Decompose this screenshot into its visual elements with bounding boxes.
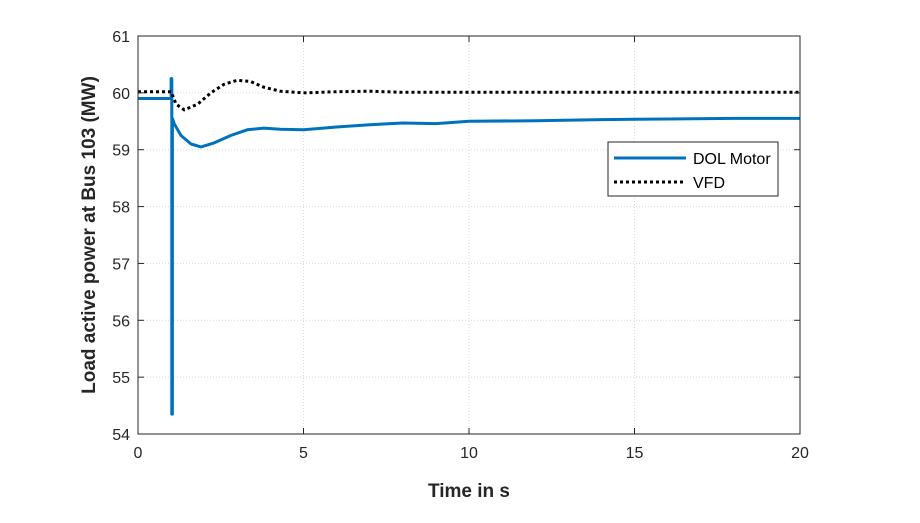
series-group	[138, 77, 800, 416]
x-tick-label: 10	[460, 445, 478, 462]
legend-box	[607, 141, 779, 197]
y-tick-label: 58	[112, 200, 130, 217]
legend: DOL Motor VFD	[607, 141, 779, 197]
y-tick-label: 60	[112, 86, 130, 103]
x-tick-label: 20	[791, 445, 809, 462]
legend-label-vfd: VFD	[693, 175, 725, 192]
y-tick-label: 59	[112, 143, 130, 160]
series-line-vfd	[138, 78, 800, 112]
y-tick-label: 56	[112, 313, 130, 330]
x-tick-label: 15	[626, 445, 644, 462]
axis-ticks: 0 5 10 15 20 54 55 56 57 58 59 60 61	[112, 29, 809, 462]
y-tick-label: 55	[112, 370, 130, 387]
y-tick-label: 54	[112, 427, 130, 444]
y-tick-label: 61	[112, 29, 130, 46]
y-axis-label: Load active power at Bus 103 (MW)	[79, 76, 100, 394]
legend-label-dol-motor: DOL Motor	[693, 151, 771, 168]
y-tick-label: 57	[112, 256, 130, 273]
x-tick-label: 5	[299, 445, 308, 462]
x-tick-label: 0	[134, 445, 143, 462]
x-axis-label: Time in s	[428, 481, 510, 502]
series-line-dol-motor	[138, 77, 800, 416]
grid-lines	[138, 36, 800, 434]
